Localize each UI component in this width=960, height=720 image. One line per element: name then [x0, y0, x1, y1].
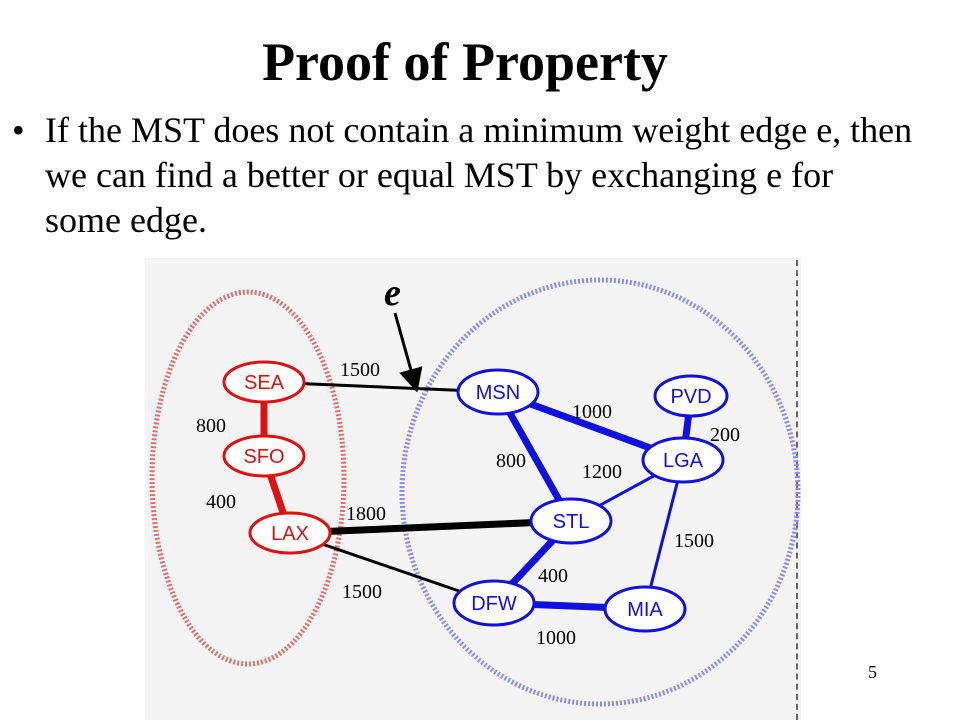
- node-sea-label: SEA: [244, 372, 285, 394]
- edge-e-label: e: [384, 272, 401, 314]
- edge-weight-sfo-lax: 400: [206, 491, 236, 513]
- bullet-text: If the MST does not contain a minimum we…: [45, 110, 913, 240]
- edge-weight-sea-sfo: 800: [196, 415, 226, 437]
- node-pvd: PVD: [653, 374, 729, 418]
- edge-weight-lga-mia: 1500: [674, 530, 714, 552]
- slide-title: Proof of Property: [262, 32, 668, 92]
- edge-weight-stl-dfw: 400: [538, 565, 568, 587]
- node-mia: MIA: [603, 585, 687, 633]
- node-stl-label: STL: [553, 511, 590, 533]
- node-sfo-shape: [222, 434, 306, 478]
- node-dfw: DFW: [452, 579, 536, 627]
- left-partition-ellipse: [149, 289, 347, 667]
- node-sfo: SFO: [222, 434, 306, 478]
- node-mia-shape: [603, 585, 687, 633]
- node-lga-label: LGA: [663, 450, 704, 472]
- edge-lga-mia: [643, 459, 685, 610]
- node-stl: STL: [529, 497, 613, 545]
- node-sfo-label: SFO: [243, 446, 284, 468]
- edge-weight-msn-stl: 800: [496, 450, 526, 472]
- node-lax-shape: [248, 511, 332, 555]
- node-stl-shape: [529, 497, 613, 545]
- edge-weight-stl-lga: 1200: [582, 461, 622, 483]
- node-sea-shape: [222, 360, 306, 404]
- node-sea: SEA: [222, 360, 306, 404]
- node-dfw-shape: [452, 579, 536, 627]
- node-dfw-label: DFW: [471, 593, 517, 615]
- node-msn-shape: [456, 368, 540, 416]
- node-lga-shape: [641, 436, 725, 484]
- page-number: 5: [868, 662, 877, 682]
- node-lga: LGA: [641, 436, 725, 484]
- right-partition-ellipse: [399, 277, 801, 707]
- node-pvd-shape: [653, 374, 729, 418]
- edge-e-pointer-arrow: [393, 312, 423, 393]
- edge-weight-dfw-mia: 1000: [536, 627, 576, 649]
- node-pvd-label: PVD: [670, 386, 711, 408]
- edge-weight-sea-msn: 1500: [340, 359, 380, 381]
- edge-weight-lax-stl: 1800: [346, 503, 386, 525]
- node-lax-label: LAX: [271, 523, 309, 545]
- edge-weight-msn-lga: 1000: [572, 401, 612, 423]
- edge-weight-pvd-lga: 200: [710, 424, 740, 446]
- node-msn: MSN: [456, 368, 540, 416]
- bullet-dot: •: [12, 110, 25, 150]
- node-lax: LAX: [248, 511, 332, 555]
- node-msn-label: MSN: [476, 382, 520, 404]
- node-mia-label: MIA: [627, 599, 663, 621]
- edge-weight-lax-dfw: 1500: [342, 581, 382, 603]
- edge-lax-stl: [289, 517, 572, 537]
- graph-figure-background: [145, 258, 801, 720]
